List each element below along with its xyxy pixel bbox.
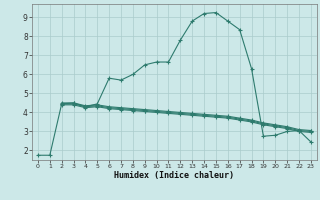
X-axis label: Humidex (Indice chaleur): Humidex (Indice chaleur) bbox=[115, 171, 234, 180]
